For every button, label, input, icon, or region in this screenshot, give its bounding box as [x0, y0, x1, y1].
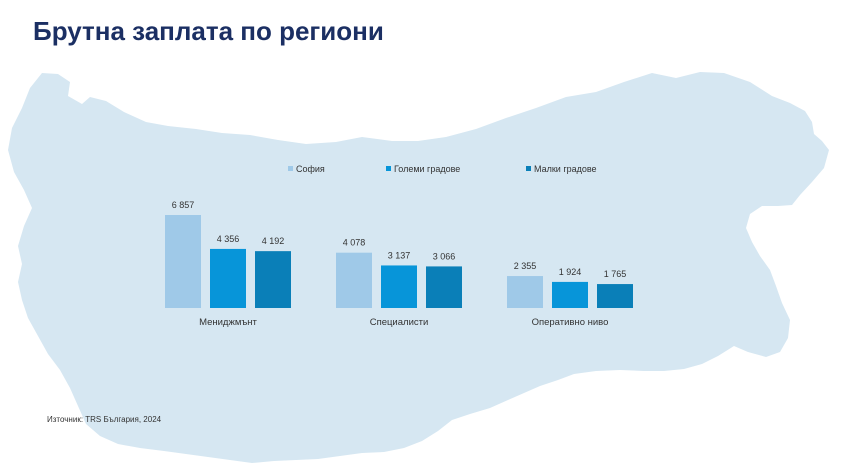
- bar-series: [165, 215, 633, 308]
- bar-value-label: 6 857: [172, 200, 195, 210]
- bar-value-label: 3 066: [433, 251, 456, 261]
- bar-2-2: [597, 284, 633, 308]
- category-label: Оперативно ниво: [532, 317, 609, 328]
- page-title: Брутна заплата по региони: [33, 16, 384, 46]
- legend-swatch: [386, 166, 391, 171]
- bar-2-1: [552, 281, 588, 308]
- bar-0-0: [165, 215, 201, 308]
- bar-value-label: 3 137: [388, 250, 411, 260]
- legend-swatch: [288, 166, 293, 171]
- category-label: Мениджмънт: [199, 317, 257, 328]
- bar-1-0: [336, 252, 372, 308]
- bar-value-label: 4 078: [343, 238, 366, 248]
- chart-legend: София Големи градове Малки градове: [288, 164, 597, 174]
- bulgaria-map-shape: [8, 72, 829, 463]
- category-labels: Мениджмънт Специалисти Оперативно ниво: [199, 317, 608, 328]
- source-note: Източник: TRS България, 2024: [47, 415, 162, 424]
- bar-value-label: 1 765: [604, 269, 627, 279]
- legend-label: Големи градове: [394, 164, 460, 174]
- bar-1-2: [426, 266, 462, 308]
- legend-label: Малки градове: [534, 164, 597, 174]
- bar-value-label: 4 192: [262, 236, 285, 246]
- legend-swatch: [526, 166, 531, 171]
- bar-2-0: [507, 276, 543, 308]
- value-labels: 6 857 4 356 4 192 4 078 3 137 3 066 2 355 1 924…: [172, 200, 627, 279]
- legend-label: София: [296, 164, 325, 174]
- bar-value-label: 2 355: [514, 261, 537, 271]
- bar-value-label: 1 924: [559, 267, 582, 277]
- bar-1-1: [381, 265, 417, 308]
- bar-0-1: [210, 248, 246, 308]
- category-label: Специалисти: [370, 317, 429, 328]
- bar-0-2: [255, 251, 291, 308]
- bar-value-label: 4 356: [217, 234, 240, 244]
